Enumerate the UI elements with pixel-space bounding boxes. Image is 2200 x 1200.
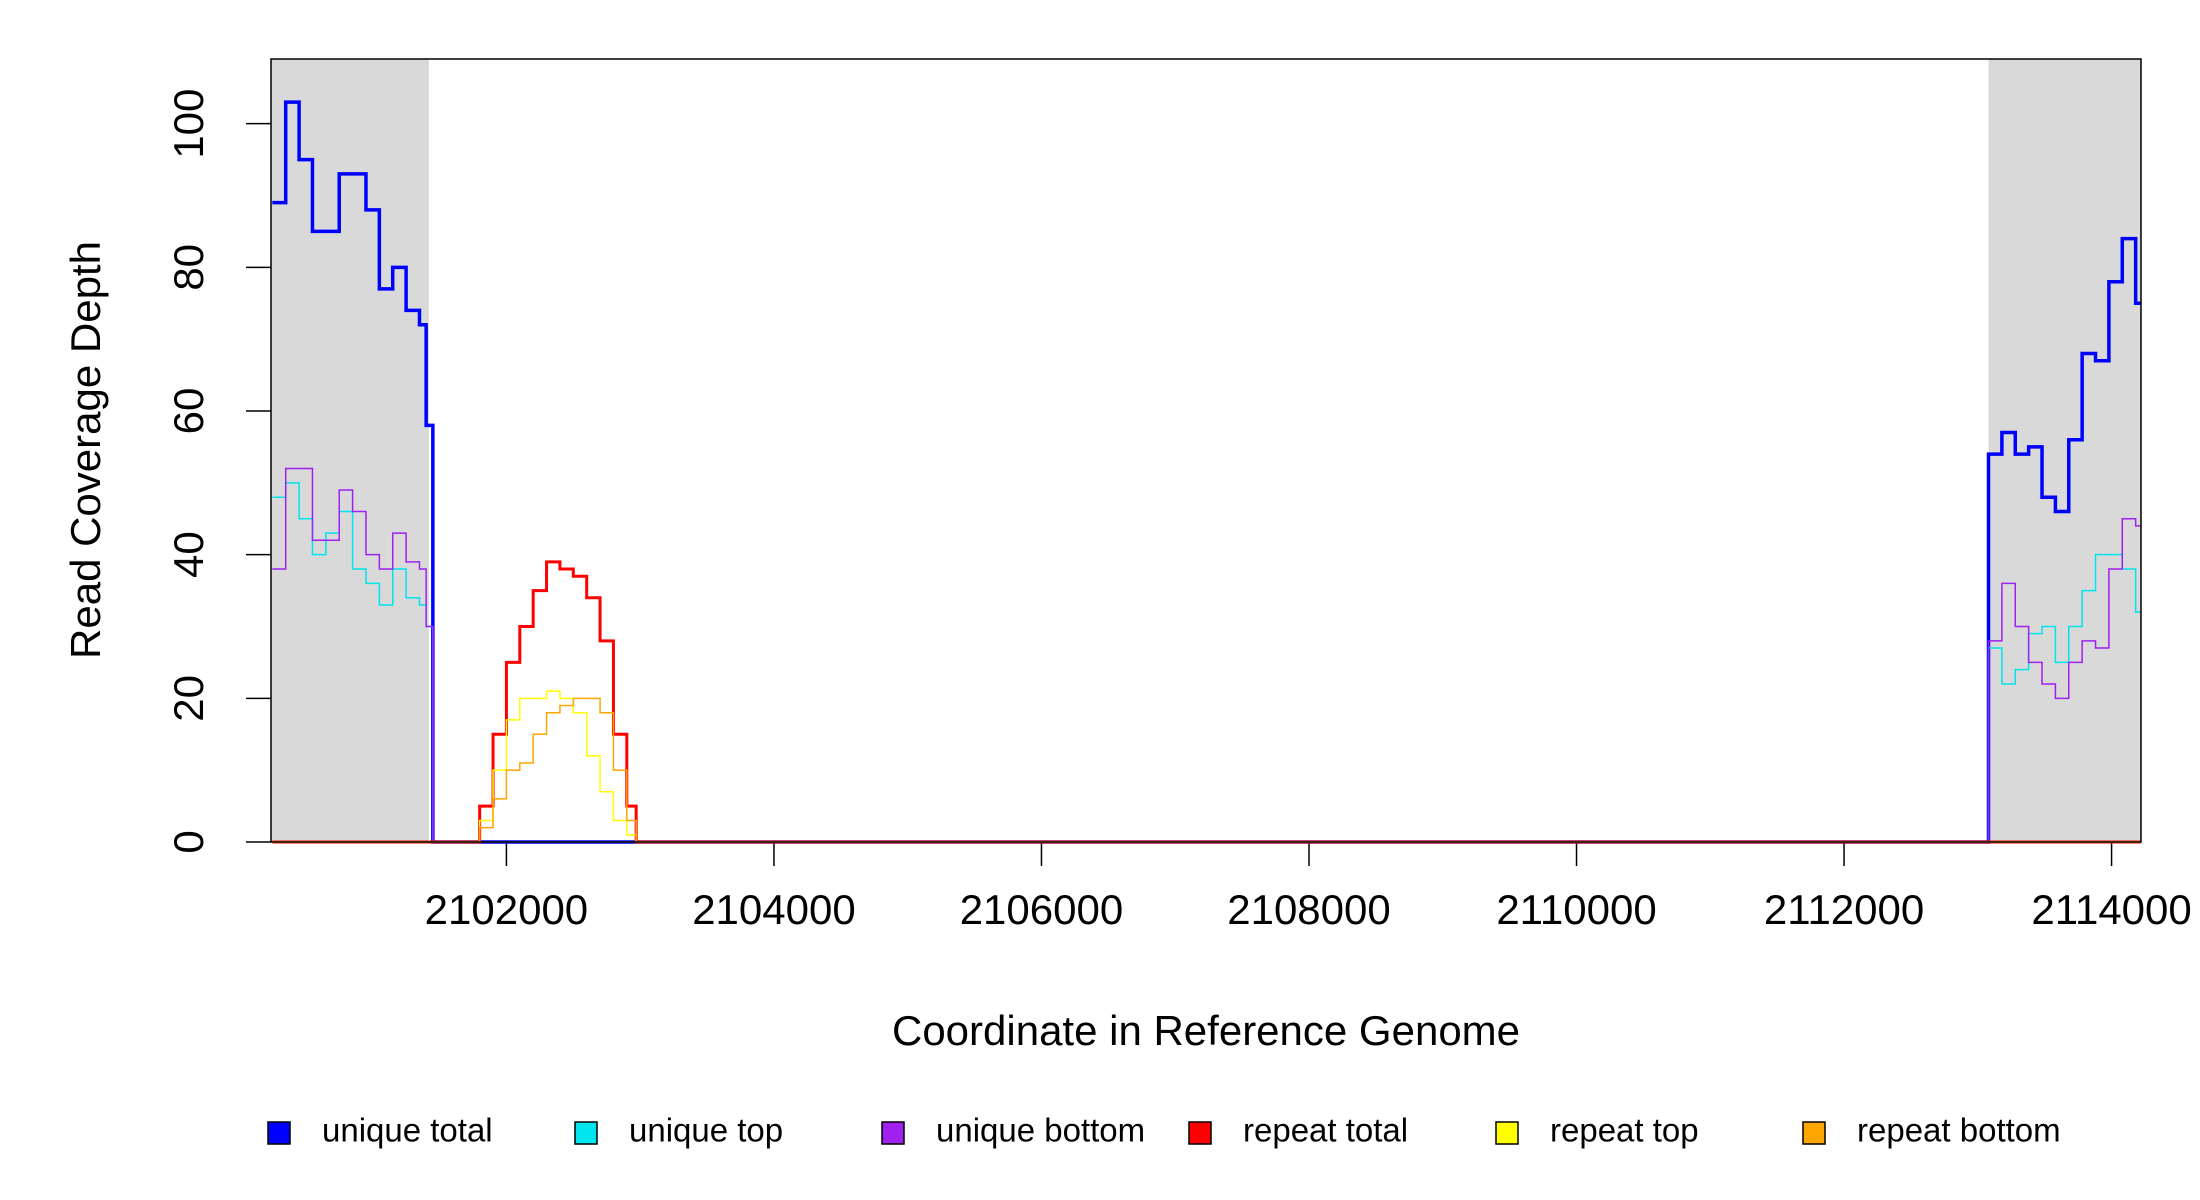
legend-label: unique total [322, 1112, 493, 1149]
y-tick-label: 20 [165, 675, 212, 722]
legend-label: repeat top [1550, 1112, 1699, 1149]
y-tick-label: 0 [165, 830, 212, 853]
legend-swatch [1495, 1121, 1519, 1145]
y-tick-label: 80 [165, 244, 212, 291]
x-tick-label: 2112000 [1764, 886, 1924, 933]
shaded-region [1988, 59, 2141, 842]
x-tick-label: 2106000 [960, 886, 1124, 933]
x-tick-label: 2108000 [1227, 886, 1391, 933]
legend-swatch [1802, 1121, 1826, 1145]
shaded-region [271, 59, 429, 842]
y-axis-title: Read Coverage Depth [62, 241, 109, 659]
legend-swatch [881, 1121, 905, 1145]
x-tick-label: 2110000 [1496, 886, 1656, 933]
y-tick-label: 60 [165, 388, 212, 435]
y-tick-label: 100 [165, 89, 212, 159]
legend-swatch [1188, 1121, 1212, 1145]
series-line [272, 482, 2141, 843]
legend-swatch [574, 1121, 598, 1145]
series-line [272, 690, 2141, 843]
legend-label: unique top [629, 1112, 783, 1149]
series-line [272, 560, 2141, 844]
legend-label: repeat total [1243, 1112, 1408, 1149]
legend-label: repeat bottom [1857, 1112, 2061, 1149]
series-line [272, 100, 2141, 844]
x-tick-label: 2102000 [425, 886, 589, 933]
x-tick-label: 2114000 [2031, 886, 2191, 933]
legend-label: unique bottom [936, 1112, 1145, 1149]
series-line [272, 697, 2141, 843]
legend-swatch [267, 1121, 291, 1145]
x-tick-label: 2104000 [692, 886, 856, 933]
y-tick-label: 40 [165, 531, 212, 578]
plot-frame [270, 58, 2142, 843]
series-line [272, 467, 2141, 843]
x-axis-title: Coordinate in Reference Genome [892, 1007, 1520, 1054]
